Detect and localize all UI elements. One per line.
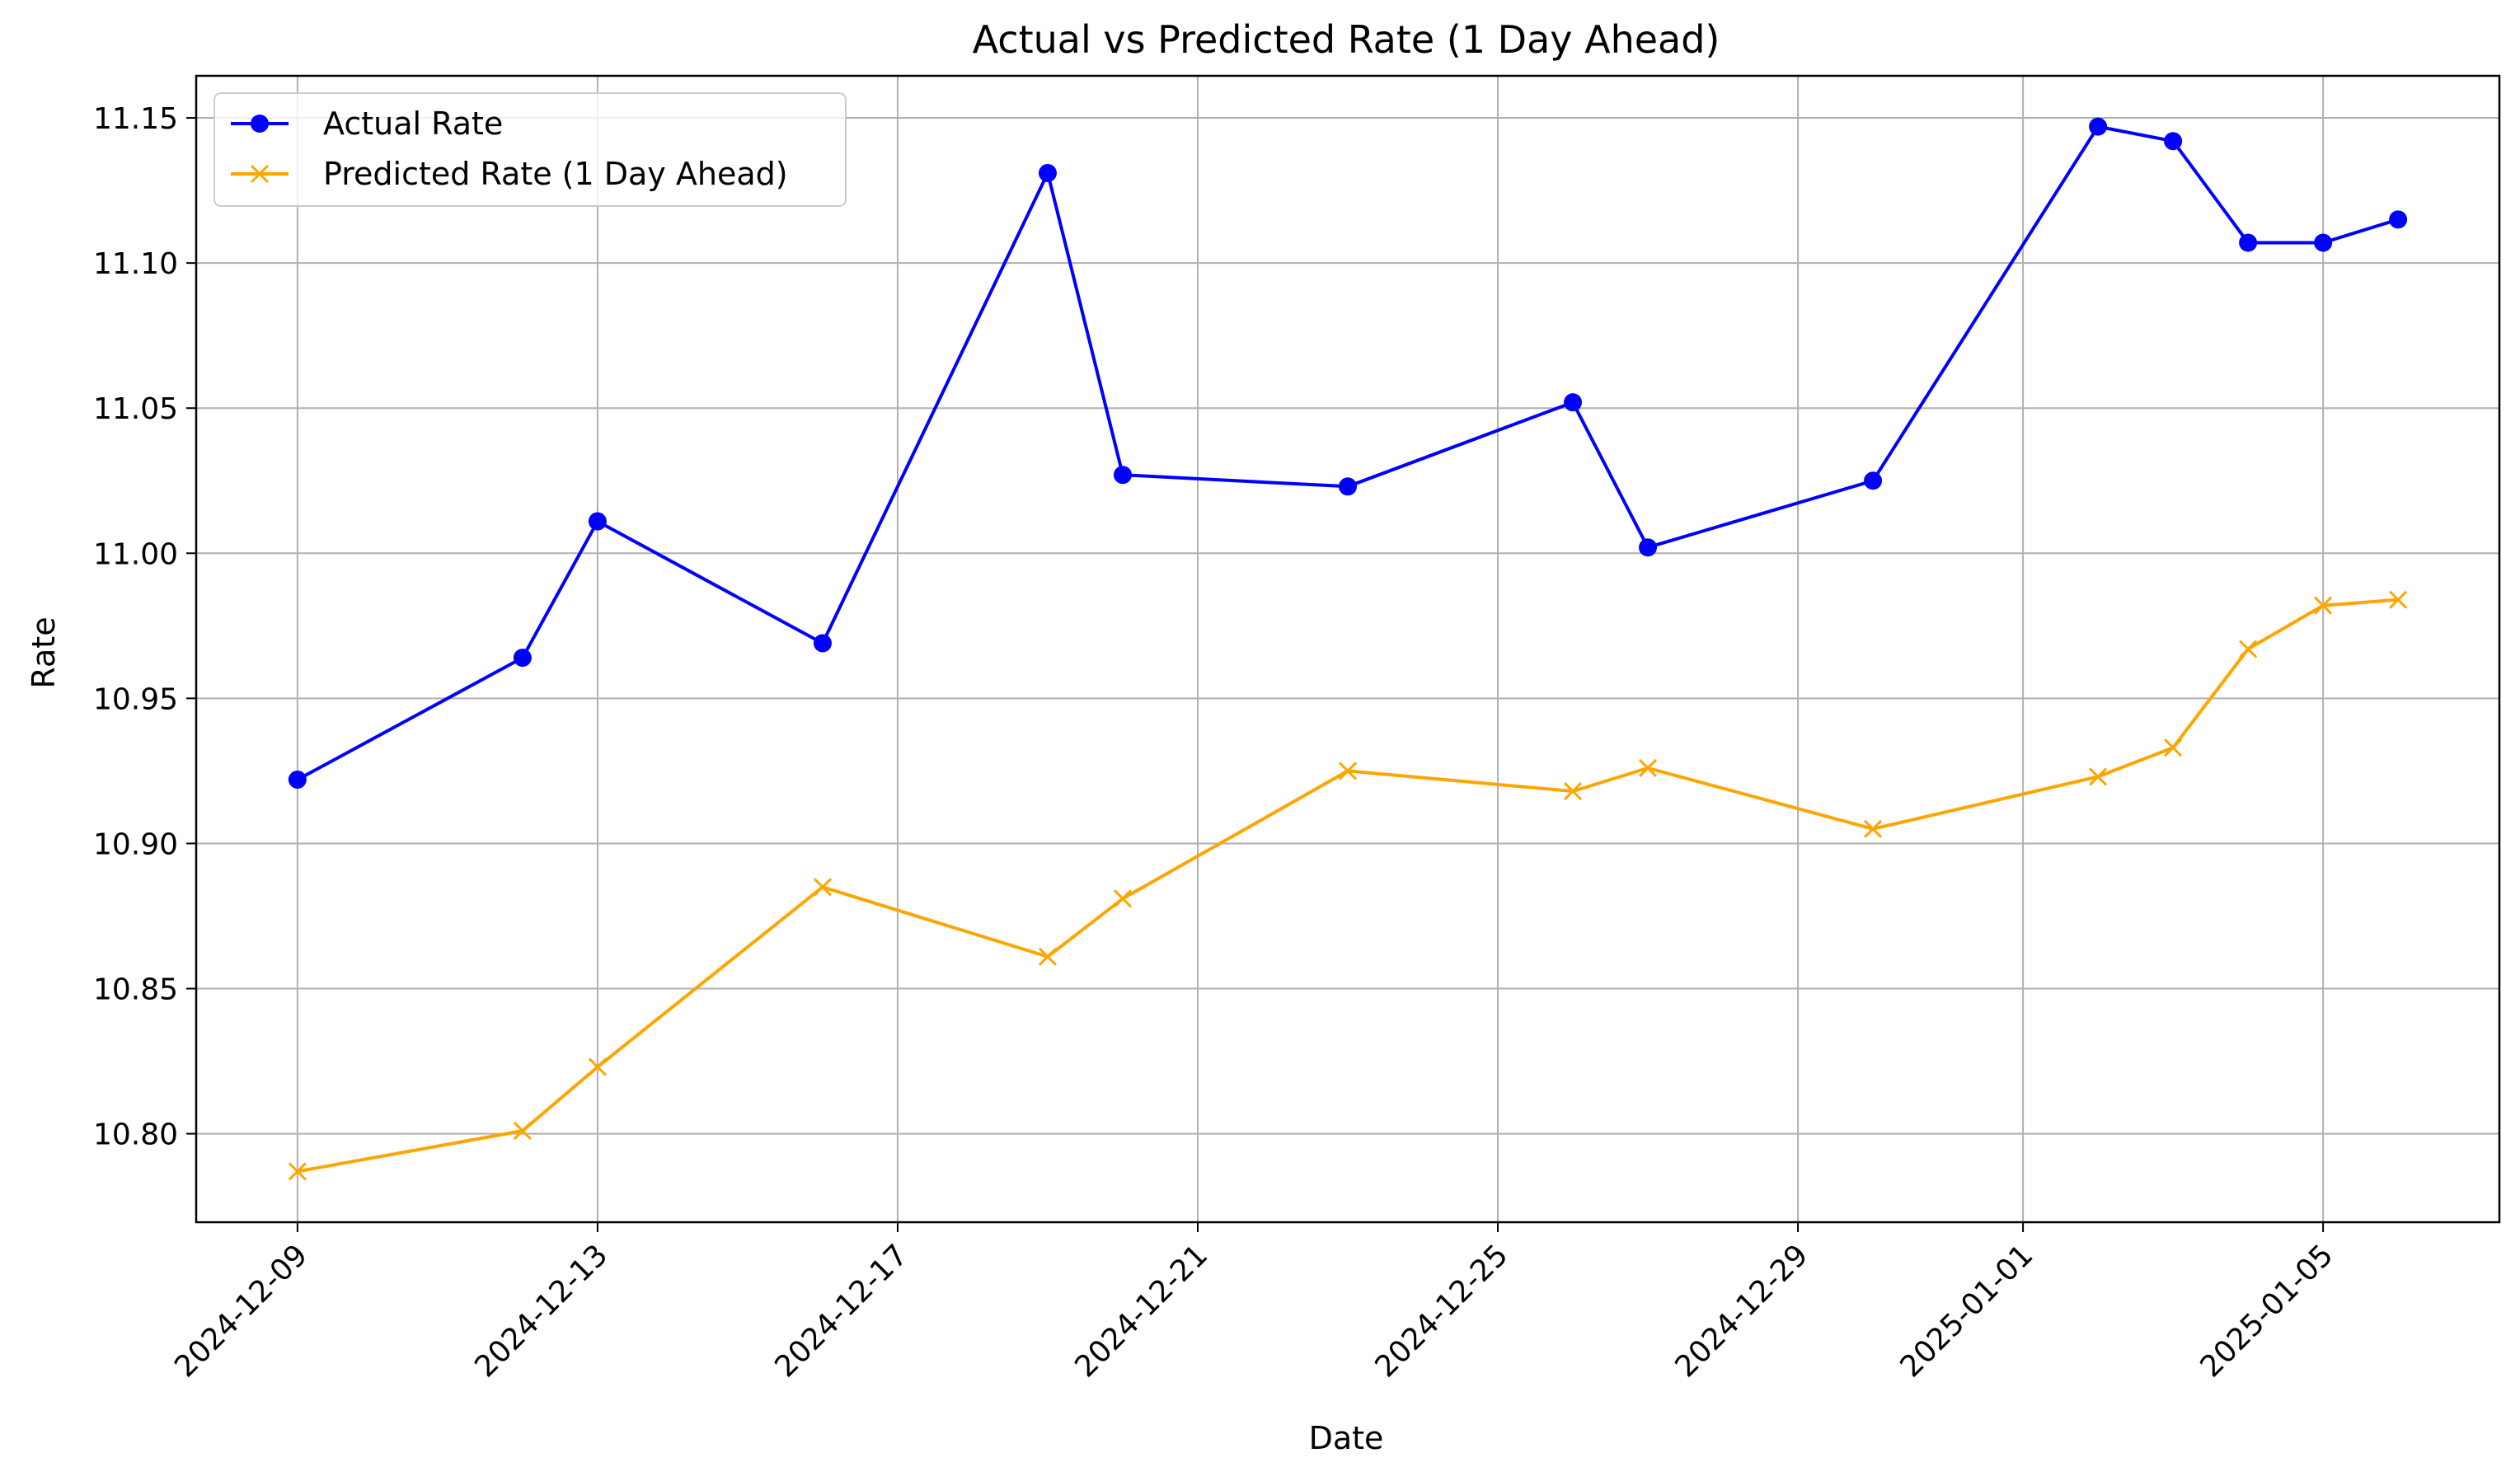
y-tick-label: 10.95	[93, 682, 178, 716]
chart-title: Actual vs Predicted Rate (1 Day Ahead)	[973, 17, 1720, 62]
series-actual-point	[1038, 163, 1057, 182]
series-predicted-point	[1563, 781, 1583, 801]
legend-actual-label: Actual Rate	[323, 105, 503, 142]
series-layer	[288, 117, 2408, 1181]
series-actual-point	[1339, 477, 1357, 496]
series-actual-point	[2164, 132, 2183, 151]
series-predicted-point	[2164, 738, 2183, 757]
series-predicted-point	[1338, 762, 1358, 780]
x-axis-label: Date	[1309, 1420, 1384, 1456]
series-predicted-point	[588, 1057, 607, 1076]
plot-frame	[195, 74, 2501, 1224]
y-tick-label: 11.00	[93, 537, 178, 571]
series-actual-point	[588, 512, 607, 531]
series-actual-point	[1113, 466, 1132, 485]
legend-box	[214, 92, 847, 207]
series-predicted-point	[1638, 758, 1658, 777]
y-tick-label: 10.90	[93, 827, 178, 861]
series-actual-point	[813, 634, 832, 653]
grid	[196, 76, 2499, 1222]
y-axis-ticks: 10.80 10.85 10.90 10.95 11.00 11.05 11.10 11.15	[93, 102, 196, 1152]
y-tick-label: 11.10	[93, 247, 178, 281]
y-tick-label: 11.15	[93, 102, 178, 136]
series-actual-point	[2314, 233, 2333, 252]
series-predicted-point	[288, 1162, 307, 1181]
series-actual-point	[2089, 117, 2108, 136]
y-tick-label: 10.80	[93, 1118, 178, 1152]
series-actual-point	[288, 770, 307, 789]
y-axis-label: Rate	[26, 616, 62, 688]
y-tick-label: 11.05	[93, 392, 178, 426]
legend-predicted-marker	[250, 164, 270, 184]
legend-predicted-label: Predicted Rate (1 Day Ahead)	[323, 156, 788, 192]
series-predicted-point	[2314, 596, 2333, 615]
series-actual-point	[513, 649, 532, 668]
series-actual-point	[2389, 210, 2408, 229]
y-tick-label: 10.85	[93, 973, 178, 1007]
series-predicted-point	[2239, 640, 2258, 658]
series-predicted-point	[513, 1122, 532, 1141]
series-actual-point	[1564, 393, 1583, 412]
series-predicted-point	[1864, 819, 1883, 838]
series-actual-point	[1639, 538, 1658, 557]
series-predicted-point	[2389, 590, 2408, 609]
series-predicted-point	[1113, 889, 1133, 908]
series-actual-point	[1864, 471, 1883, 490]
series-predicted-point	[813, 878, 832, 897]
series-actual-point	[2239, 233, 2258, 252]
series-predicted-point	[1038, 947, 1058, 966]
series-predicted-point	[2089, 767, 2108, 786]
legend-actual-marker	[251, 115, 269, 133]
legend: Actual Rate Predicted Rate (1 Day Ahead)	[214, 92, 847, 207]
